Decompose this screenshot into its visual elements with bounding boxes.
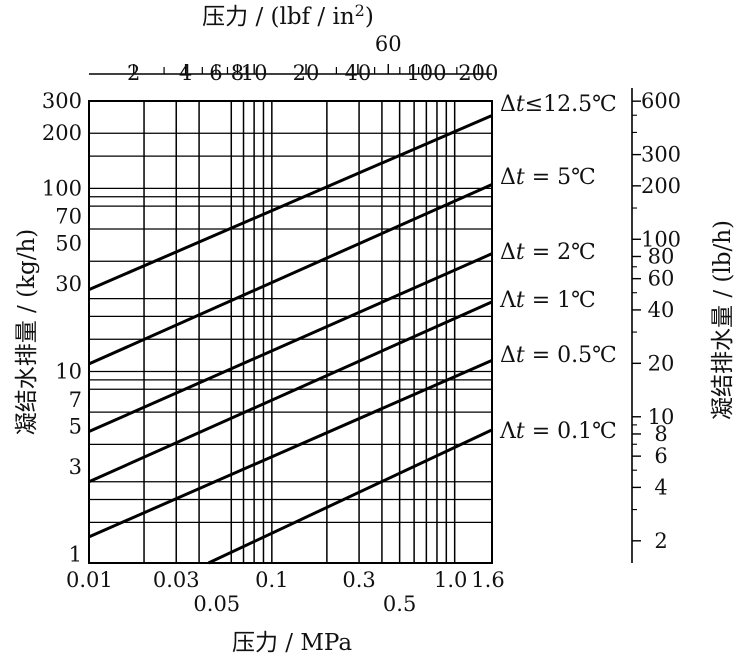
series-line <box>88 114 493 291</box>
series-label: Δ𝑡 = 0.5℃ <box>500 343 617 368</box>
tick-labels: Δ𝑡≤12.5℃ Δ𝑡 = 5℃ Δ𝑡 = 2℃ Λ𝑡 = 1℃ Δ𝑡 = 0.5℃ Λ𝑡… <box>42 32 681 616</box>
right-tick-label: 20 <box>648 351 675 375</box>
left-tick-label: 30 <box>55 272 82 296</box>
top-tick-label: 2 <box>127 61 140 85</box>
top-tick-label: 6 <box>209 61 222 85</box>
series-line <box>207 428 493 565</box>
left-tick-label: 100 <box>42 176 82 200</box>
top-tick-label: 200 <box>458 61 498 85</box>
series-line <box>88 183 493 366</box>
top-tick-label: 60 <box>375 32 402 56</box>
series-label: Δ𝑡≤12.5℃ <box>500 92 617 117</box>
left-tick-label: 5 <box>69 415 82 439</box>
left-tick-label: 300 <box>42 89 82 113</box>
top-tick-label: 40 <box>345 61 372 85</box>
left-tick-label: 7 <box>69 388 82 412</box>
bottom-tick-label: 0.05 <box>193 592 240 616</box>
top-tick-label: 8 <box>231 61 244 85</box>
plot-frame <box>88 100 493 564</box>
axis-ticks <box>89 64 641 563</box>
top-tick-label: 4 <box>179 61 192 85</box>
left-tick-label: 1 <box>69 543 82 567</box>
series-label: Λ𝑡 = 1℃ <box>499 288 596 313</box>
right-tick-label: 40 <box>648 298 675 322</box>
right-tick-label: 6 <box>654 444 667 468</box>
series-line <box>88 300 493 484</box>
bottom-tick-label: 1.6 <box>471 568 504 592</box>
left-tick-label: 10 <box>55 359 82 383</box>
grid-lines <box>89 101 493 563</box>
left-tick-label: 3 <box>69 455 82 479</box>
series-label: Λ𝑡 = 0.1℃ <box>499 419 617 444</box>
series-label: Δ𝑡 = 5℃ <box>500 165 596 190</box>
left-tick-label: 50 <box>55 231 82 255</box>
right-tick-label: 10 <box>648 405 675 429</box>
series-line <box>88 252 493 433</box>
bottom-axis-title: 压力 / MPa <box>232 630 352 656</box>
right-tick-label: 2 <box>654 529 667 553</box>
bottom-tick-label: 0.5 <box>383 592 416 616</box>
top-axis-title: 压力 / (lbf / in2) <box>202 1 374 30</box>
right-tick-label: 4 <box>654 475 667 499</box>
right-tick-label: 60 <box>648 267 675 291</box>
bottom-tick-label: 0.1 <box>255 568 288 592</box>
series-label: Δ𝑡 = 2℃ <box>500 240 596 265</box>
bottom-tick-label: 0.3 <box>342 568 375 592</box>
left-tick-label: 70 <box>55 205 82 229</box>
right-tick-label: 300 <box>641 143 681 167</box>
top-tick-label: 100 <box>406 61 446 85</box>
top-tick-label: 10 <box>241 61 268 85</box>
series-line <box>88 359 493 539</box>
bottom-tick-label: 0.01 <box>66 568 113 592</box>
left-axis-title: 凝结水排量 / (kg/h) <box>14 229 40 436</box>
bottom-tick-label: 1.0 <box>434 568 467 592</box>
top-tick-label: 20 <box>293 61 320 85</box>
right-tick-label: 80 <box>648 244 675 268</box>
right-tick-label: 100 <box>641 227 681 251</box>
right-axis-title: 凝结排水量 / (lb/h) <box>710 220 736 420</box>
bottom-tick-label: 0.03 <box>153 568 200 592</box>
right-tick-label: 600 <box>641 89 681 113</box>
right-tick-label: 8 <box>654 422 667 446</box>
left-tick-label: 200 <box>42 121 82 145</box>
series-lines <box>88 114 493 565</box>
right-tick-label: 200 <box>641 174 681 198</box>
